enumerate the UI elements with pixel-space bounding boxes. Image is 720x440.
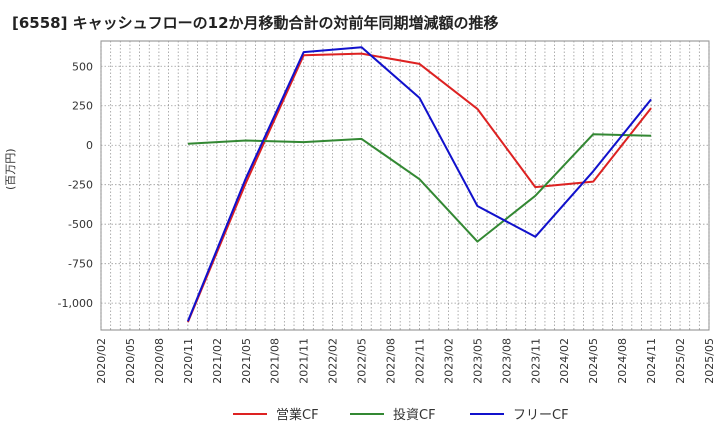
y-tick-label: -750 [68,258,93,271]
x-tick-label: 2022/02 [327,338,340,384]
x-tick-label: 2024/05 [587,338,600,384]
x-tick-label: 2025/05 [703,338,716,384]
x-tick-label: 2024/08 [616,338,629,384]
y-tick-label: -500 [68,218,93,231]
legend: 営業CF 投資CF フリーCF [233,407,569,423]
legend-label: 営業CF [276,407,319,423]
y-tick-label: 250 [72,100,93,113]
chart-title: [6558] キャッシュフローの12か月移動合計の対前年同期増減額の推移 [12,14,499,32]
x-tick-label: 2020/05 [124,338,137,384]
series-lines [186,46,652,323]
x-tick-label: 2020/08 [153,338,166,384]
x-tick-label: 2025/02 [674,338,687,384]
series-line [187,133,652,243]
grid [100,40,710,331]
x-tick-label: 2021/11 [298,338,311,384]
y-tick-label: -250 [68,179,93,192]
x-tick-label: 2022/11 [413,338,426,384]
y-tick-label: 0 [86,139,93,152]
x-tick-label: 2024/11 [645,338,658,384]
x-tick-label: 2023/05 [471,338,484,384]
x-tick-label: 2023/08 [500,338,513,384]
series-line [186,46,652,322]
x-tick-label: 2023/11 [529,338,542,384]
y-tick-label: -1,000 [58,297,93,310]
legend-label: フリーCF [513,408,569,423]
x-tick-label: 2024/02 [558,338,571,384]
axis-ticks: 500 250 0 -250 -500 -750 -1,000 2020/02 2020/05 2… [58,60,716,383]
x-tick-label: 2021/05 [240,338,253,384]
x-tick-label: 2022/05 [356,338,369,384]
legend-label: 投資CF [393,407,436,423]
x-tick-label: 2021/02 [211,338,224,384]
x-tick-label: 2021/08 [269,338,282,384]
x-tick-label: 2020/02 [95,338,108,384]
x-tick-label: 2022/08 [385,338,398,384]
x-tick-label: 2023/02 [442,338,455,384]
x-tick-label: 2020/11 [182,338,195,384]
y-tick-label: 500 [72,60,93,73]
